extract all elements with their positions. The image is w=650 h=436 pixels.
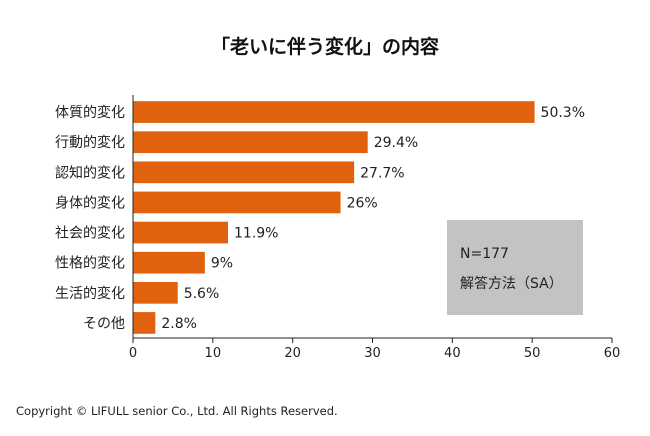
x-tick-label: 50 [524, 346, 541, 361]
x-tick-label: 60 [604, 346, 621, 361]
bar [133, 131, 368, 154]
category-label: 体質的変化 [55, 104, 125, 121]
value-label: 2.8% [161, 316, 197, 332]
x-tick-label: 10 [205, 346, 222, 361]
bar [133, 312, 156, 334]
bar [133, 221, 229, 244]
bars-group: 体質的変化 50.3% 行動的変化 29.4% 認知的変化 27.7% 身体的変化 26% 社会… [55, 101, 585, 334]
copyright-text: Copyright © LIFULL senior Co., Ltd. All … [16, 404, 338, 418]
bar [133, 191, 341, 214]
category-label: 性格的変化 [55, 255, 125, 272]
x-tick-label: 40 [444, 346, 461, 361]
bar [133, 161, 355, 184]
value-label: 50.3% [541, 105, 585, 121]
note-box [447, 220, 583, 315]
x-tick-label: 20 [284, 346, 301, 361]
value-label: 29.4% [374, 135, 418, 151]
category-label: 身体的変化 [55, 194, 125, 211]
category-label: 行動的変化 [55, 134, 125, 151]
x-tick-label: 30 [364, 346, 381, 361]
note-sample-size: N=177 [460, 246, 509, 262]
bar [133, 251, 205, 274]
note-answer-method: 解答方法（SA） [460, 275, 563, 292]
category-label: 生活的変化 [55, 285, 125, 302]
bar [133, 281, 178, 304]
x-tick-label: 0 [129, 346, 137, 361]
value-label: 27.7% [360, 165, 404, 181]
bar [133, 101, 535, 123]
chart-title: 「老いに伴う変化」の内容 [211, 35, 439, 58]
x-axis: 0 10 20 30 40 50 60 [129, 95, 620, 361]
category-label: その他 [83, 316, 125, 332]
category-label: 社会的変化 [55, 225, 125, 242]
value-label: 11.9% [234, 226, 278, 242]
value-label: 26% [347, 195, 378, 211]
value-label: 5.6% [184, 286, 220, 302]
value-label: 9% [211, 256, 233, 272]
category-label: 認知的変化 [55, 164, 125, 181]
